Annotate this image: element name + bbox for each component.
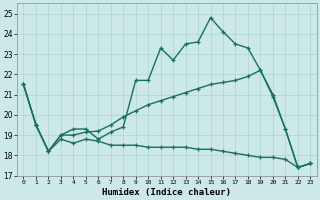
X-axis label: Humidex (Indice chaleur): Humidex (Indice chaleur) <box>102 188 231 197</box>
